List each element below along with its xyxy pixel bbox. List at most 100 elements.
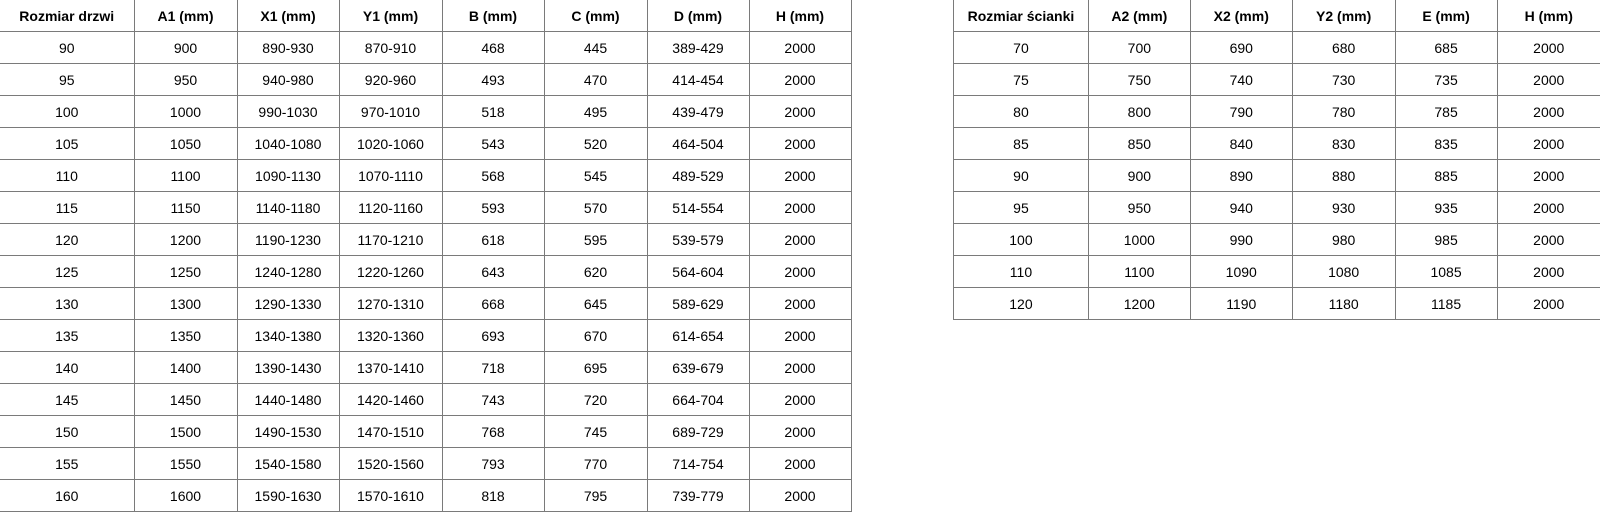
table-cell: 2000 xyxy=(748,191,852,224)
table-cell: 700 xyxy=(1087,31,1191,64)
table-cell: 668 xyxy=(441,287,545,320)
table-cell: 1490-1530 xyxy=(236,415,340,448)
table-cell: 470 xyxy=(543,63,648,96)
table-cell: 514-554 xyxy=(646,191,750,224)
table-row: 105 1050 1040-1080 1020-1060 543 520 464-504 20… xyxy=(0,127,852,160)
table-cell: 140 xyxy=(0,351,135,384)
table-row: 150 1500 1490-1530 1470-1510 768 745 689-729 20… xyxy=(0,415,852,448)
table-cell: 2000 xyxy=(748,223,852,256)
table-cell: 1400 xyxy=(133,351,238,384)
table-cell: 980 xyxy=(1291,223,1396,256)
table-row: 90 900 890 880 885 2000 xyxy=(953,159,1600,192)
table-cell: 1185 xyxy=(1394,287,1498,320)
column-header: E (mm) xyxy=(1394,0,1498,32)
table-cell: 664-704 xyxy=(646,383,750,416)
table-cell: 110 xyxy=(953,255,1089,288)
table-cell: 689-729 xyxy=(646,415,750,448)
table-cell: 1200 xyxy=(1087,287,1191,320)
table-row: 115 1150 1140-1180 1120-1160 593 570 514-554 20… xyxy=(0,191,852,224)
table-row: 95 950 940 930 935 2000 xyxy=(953,191,1600,224)
table-cell: 570 xyxy=(543,191,648,224)
table-row: 140 1400 1390-1430 1370-1410 718 695 639-679 20… xyxy=(0,351,852,384)
table-cell: 100 xyxy=(953,223,1089,256)
table-cell: 1000 xyxy=(133,95,238,128)
column-header: A2 (mm) xyxy=(1087,0,1191,32)
table-cell: 1450 xyxy=(133,383,238,416)
table-cell: 1050 xyxy=(133,127,238,160)
table-cell: 850 xyxy=(1087,127,1191,160)
table-cell: 1220-1260 xyxy=(338,255,443,288)
table-cell: 1350 xyxy=(133,319,238,352)
table-cell: 1570-1610 xyxy=(338,479,443,512)
column-header: Y1 (mm) xyxy=(338,0,443,32)
table-cell: 785 xyxy=(1394,95,1498,128)
table-cell: 730 xyxy=(1291,63,1396,96)
table-cell: 520 xyxy=(543,127,648,160)
table-cell: 120 xyxy=(0,223,135,256)
table-row: 110 1100 1090-1130 1070-1110 568 545 489-529 20… xyxy=(0,159,852,192)
table-cell: 680 xyxy=(1291,31,1396,64)
table-cell: 1080 xyxy=(1291,255,1396,288)
table-cell: 739-779 xyxy=(646,479,750,512)
table-cell: 2000 xyxy=(748,255,852,288)
table-cell: 890-930 xyxy=(236,31,340,64)
table-cell: 1190-1230 xyxy=(236,223,340,256)
table-cell: 620 xyxy=(543,255,648,288)
table-row: 95 950 940-980 920-960 493 470 414-454 2000 xyxy=(0,63,852,96)
table-cell: 870-910 xyxy=(338,31,443,64)
table-cell: 155 xyxy=(0,447,135,480)
table-cell: 920-960 xyxy=(338,63,443,96)
table-row: 70 700 690 680 685 2000 xyxy=(953,31,1600,64)
table-cell: 985 xyxy=(1394,223,1498,256)
table-cell: 2000 xyxy=(1496,191,1600,224)
table-cell: 100 xyxy=(0,95,135,128)
table-cell: 1170-1210 xyxy=(338,223,443,256)
table-cell: 2000 xyxy=(748,319,852,352)
table-cell: 493 xyxy=(441,63,545,96)
table-cell: 1340-1380 xyxy=(236,319,340,352)
table-cell: 1390-1430 xyxy=(236,351,340,384)
table-cell: 90 xyxy=(953,159,1089,192)
table-cell: 940-980 xyxy=(236,63,340,96)
column-header: B (mm) xyxy=(441,0,545,32)
table-row: 130 1300 1290-1330 1270-1310 668 645 589-629 20… xyxy=(0,287,852,320)
table-cell: 750 xyxy=(1087,63,1191,96)
table-row: 135 1350 1340-1380 1320-1360 693 670 614-654 20… xyxy=(0,319,852,352)
table-cell: 1100 xyxy=(1087,255,1191,288)
table-cell: 125 xyxy=(0,255,135,288)
table-cell: 885 xyxy=(1394,159,1498,192)
table-row: 90 900 890-930 870-910 468 445 389-429 2000 xyxy=(0,31,852,64)
column-header: X1 (mm) xyxy=(236,0,340,32)
table-cell: 800 xyxy=(1087,95,1191,128)
table-cell: 618 xyxy=(441,223,545,256)
table-cell: 90 xyxy=(0,31,135,64)
table-row: 120 1200 1190 1180 1185 2000 xyxy=(953,287,1600,320)
table-cell: 685 xyxy=(1394,31,1498,64)
table-cell: 80 xyxy=(953,95,1089,128)
table-cell: 880 xyxy=(1291,159,1396,192)
table-cell: 489-529 xyxy=(646,159,750,192)
table-cell: 1600 xyxy=(133,479,238,512)
table-cell: 1190 xyxy=(1189,287,1293,320)
table-cell: 95 xyxy=(0,63,135,96)
table-cell: 2000 xyxy=(1496,159,1600,192)
table-cell: 414-454 xyxy=(646,63,750,96)
table-cell: 614-654 xyxy=(646,319,750,352)
table-cell: 990 xyxy=(1189,223,1293,256)
table-cell: 539-579 xyxy=(646,223,750,256)
table-cell: 1500 xyxy=(133,415,238,448)
table-cell: 2000 xyxy=(748,479,852,512)
table-cell: 85 xyxy=(953,127,1089,160)
header-row: Rozmiar drzwi A1 (mm) X1 (mm) Y1 (mm) B (mm)… xyxy=(0,0,852,32)
table-cell: 900 xyxy=(1087,159,1191,192)
header-row: Rozmiar ścianki A2 (mm) X2 (mm) Y2 (mm) E (m… xyxy=(953,0,1600,32)
table-row: 85 850 840 830 835 2000 xyxy=(953,127,1600,160)
table-cell: 518 xyxy=(441,95,545,128)
table-cell: 105 xyxy=(0,127,135,160)
table-cell: 645 xyxy=(543,287,648,320)
table-cell: 1040-1080 xyxy=(236,127,340,160)
table-cell: 135 xyxy=(0,319,135,352)
table-cell: 2000 xyxy=(748,63,852,96)
table-cell: 445 xyxy=(543,31,648,64)
table-cell: 1320-1360 xyxy=(338,319,443,352)
